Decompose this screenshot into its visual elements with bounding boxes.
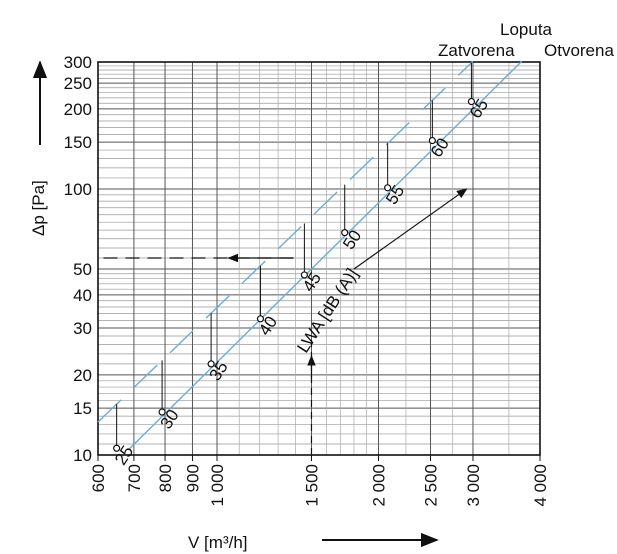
open-label: Otvorena — [544, 41, 614, 60]
y-axis-label: Δp [Pa] — [29, 180, 48, 236]
x-tick-label: 700 — [125, 464, 144, 492]
x-tick-label: 1 000 — [208, 464, 227, 507]
x-tick-label: 4 000 — [531, 464, 550, 507]
plot-frame — [97, 61, 541, 456]
noise-marker — [341, 229, 349, 237]
reference-lines — [98, 188, 468, 455]
x-axis-label: V [m³/h] — [188, 533, 248, 552]
chart-grid — [97, 61, 541, 456]
y-tick-label: 250 — [64, 74, 92, 93]
chart-series — [97, 60, 523, 450]
noise-marker — [467, 97, 476, 106]
noise-marker — [300, 271, 308, 279]
series-line — [128, 60, 523, 450]
series-line — [97, 60, 474, 423]
y-tick-label: 200 — [64, 100, 92, 119]
y-tick-label: 15 — [73, 399, 92, 418]
x-tick-label: 600 — [89, 464, 108, 492]
lwa-arrow — [353, 188, 468, 270]
noise-marker — [113, 444, 121, 452]
tick-labels: 10 15 20 30 40 50 100 150 200 250 300 600 700 800 900 1… — [64, 53, 550, 507]
y-tick-label: 150 — [64, 133, 92, 152]
damper-label: Loputa — [500, 20, 553, 39]
x-tick-label: 900 — [183, 464, 202, 492]
y-tick-label: 100 — [64, 180, 92, 199]
noise-marker — [158, 408, 166, 416]
y-tick-label: 50 — [73, 260, 92, 279]
y-tick-label: 300 — [64, 53, 92, 72]
y-tick-label: 30 — [73, 319, 92, 338]
y-tick-label: 10 — [73, 446, 92, 465]
noise-marker — [384, 184, 392, 192]
noise-marker — [207, 360, 215, 368]
x-tick-label: 3 000 — [464, 464, 483, 507]
x-tick-label: 800 — [156, 464, 175, 492]
closed-label: Zatvorena — [438, 41, 515, 60]
x-tick-label: 2 500 — [421, 464, 440, 507]
y-tick-label: 40 — [73, 286, 92, 305]
noise-marker — [428, 136, 436, 145]
y-tick-label: 20 — [73, 366, 92, 385]
noise-marker — [256, 315, 265, 323]
x-tick-label: 2 000 — [370, 464, 389, 507]
x-tick-label: 1 500 — [302, 464, 321, 507]
